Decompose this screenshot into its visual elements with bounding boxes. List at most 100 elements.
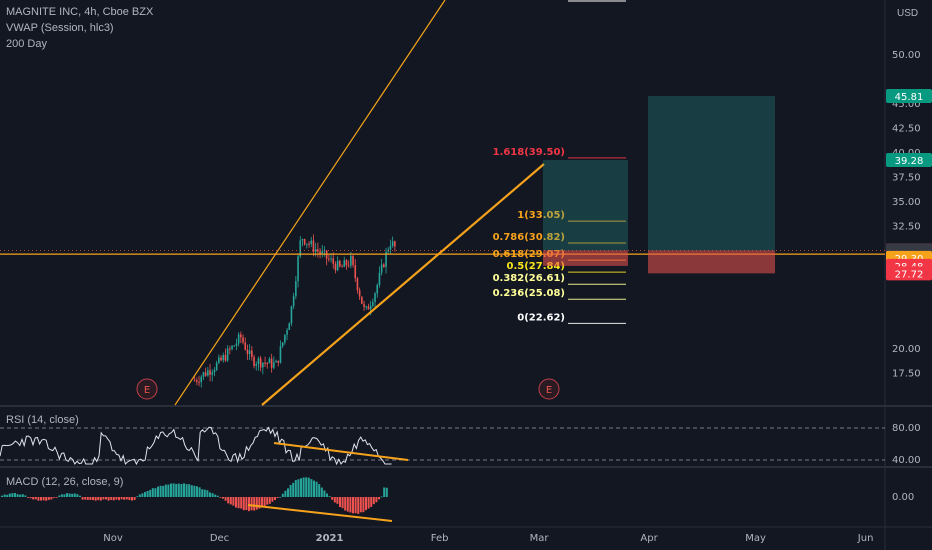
candle[interactable] [290, 306, 293, 324]
candle[interactable] [369, 305, 372, 310]
candle[interactable] [345, 260, 348, 266]
candle[interactable] [215, 362, 218, 370]
candle[interactable] [196, 380, 198, 382]
candle[interactable] [317, 249, 319, 252]
candle[interactable] [242, 337, 244, 343]
candle[interactable] [365, 306, 368, 308]
candle[interactable] [235, 343, 238, 346]
candle[interactable] [389, 245, 392, 250]
candle[interactable] [347, 265, 350, 267]
loss-zone[interactable] [543, 250, 628, 266]
macd-label[interactable]: MACD (12, 26, close, 9) [6, 476, 124, 488]
candle[interactable] [391, 241, 394, 246]
candle[interactable] [350, 256, 352, 266]
candle[interactable] [226, 348, 229, 361]
candle[interactable] [295, 281, 297, 297]
drawings-layer[interactable]: 1.618(39.50) 1(33.05) 0.786(30.82) 0.618(29… [0, 0, 885, 406]
candle[interactable] [334, 263, 337, 271]
candle[interactable] [264, 362, 266, 364]
candle[interactable] [292, 296, 295, 307]
200-day-indicator-label[interactable]: 200 Day [6, 38, 47, 50]
macd-pane[interactable]: 0.00 [1, 477, 914, 522]
candle[interactable] [352, 256, 354, 266]
candle[interactable] [310, 240, 313, 245]
candle[interactable] [297, 256, 299, 282]
candle[interactable] [198, 381, 200, 383]
candle[interactable] [301, 239, 304, 241]
candle[interactable] [288, 323, 291, 331]
rsi-label[interactable]: RSI (14, close) [6, 414, 79, 426]
candle[interactable] [218, 357, 220, 363]
candle[interactable] [240, 334, 242, 338]
candle[interactable] [299, 240, 302, 257]
candle[interactable] [268, 358, 271, 364]
candle[interactable] [383, 264, 385, 267]
time-axis[interactable]: Nov Dec 2021 Feb Mar Apr May Jun [103, 533, 873, 544]
loss-zone[interactable] [648, 250, 775, 274]
candle[interactable] [270, 358, 273, 368]
candle[interactable] [209, 370, 211, 375]
candle[interactable] [332, 258, 335, 264]
candle[interactable] [259, 358, 262, 368]
candle[interactable] [229, 348, 231, 350]
candle[interactable] [202, 372, 205, 377]
candle[interactable] [262, 362, 264, 368]
candle[interactable] [211, 372, 214, 375]
candle[interactable] [363, 303, 365, 308]
candle[interactable] [356, 278, 359, 291]
candle[interactable] [281, 342, 284, 347]
candle[interactable] [257, 358, 260, 365]
vwap-indicator-label[interactable]: VWAP (Session, hlc3) [6, 22, 114, 34]
candle[interactable] [277, 360, 280, 363]
candle[interactable] [231, 345, 233, 350]
earnings-marker-icon[interactable] [136, 378, 158, 400]
candle[interactable] [253, 356, 255, 366]
candle[interactable] [358, 290, 361, 297]
candle[interactable] [374, 293, 376, 303]
candle[interactable] [222, 355, 225, 361]
channel-line-upper[interactable] [174, 0, 446, 406]
candle[interactable] [255, 364, 258, 366]
trend-line-support[interactable] [261, 163, 545, 406]
candle[interactable] [204, 372, 207, 376]
candle[interactable] [376, 284, 379, 294]
profit-zone[interactable] [648, 96, 775, 251]
candle[interactable] [233, 345, 236, 347]
candle[interactable] [213, 369, 216, 373]
candle[interactable] [367, 306, 370, 310]
candle[interactable] [200, 376, 203, 383]
macd-divergence-line[interactable] [247, 504, 393, 522]
candle[interactable] [306, 243, 308, 245]
candle[interactable] [314, 249, 317, 252]
candle[interactable] [237, 334, 240, 344]
candle[interactable] [354, 265, 357, 279]
candle[interactable] [378, 272, 381, 285]
candle[interactable] [275, 360, 277, 363]
candle[interactable] [361, 296, 363, 304]
candle[interactable] [319, 251, 321, 254]
candle[interactable] [328, 258, 330, 260]
candle[interactable] [207, 370, 209, 376]
rsi-divergence-line[interactable] [273, 442, 409, 461]
candle[interactable] [330, 258, 332, 260]
candle[interactable] [251, 350, 253, 357]
candle[interactable] [220, 357, 222, 361]
candle[interactable] [286, 330, 288, 335]
candle[interactable] [246, 349, 249, 355]
rsi-pane[interactable]: 80.00 40.00 [0, 423, 921, 466]
candle[interactable] [308, 243, 310, 245]
candle[interactable] [312, 240, 315, 252]
candle[interactable] [343, 260, 346, 267]
candle[interactable] [385, 251, 387, 267]
candle[interactable] [339, 260, 341, 267]
candle[interactable] [394, 241, 396, 247]
candle[interactable] [380, 264, 383, 273]
candle[interactable] [323, 250, 326, 252]
earnings-marker-icon[interactable] [538, 378, 560, 400]
candle[interactable] [193, 380, 196, 382]
candle[interactable] [224, 355, 227, 361]
price-axis[interactable]: 50.0045.0042.5040.0037.5035.0032.5020.00… [886, 50, 932, 380]
candle[interactable] [372, 302, 374, 306]
